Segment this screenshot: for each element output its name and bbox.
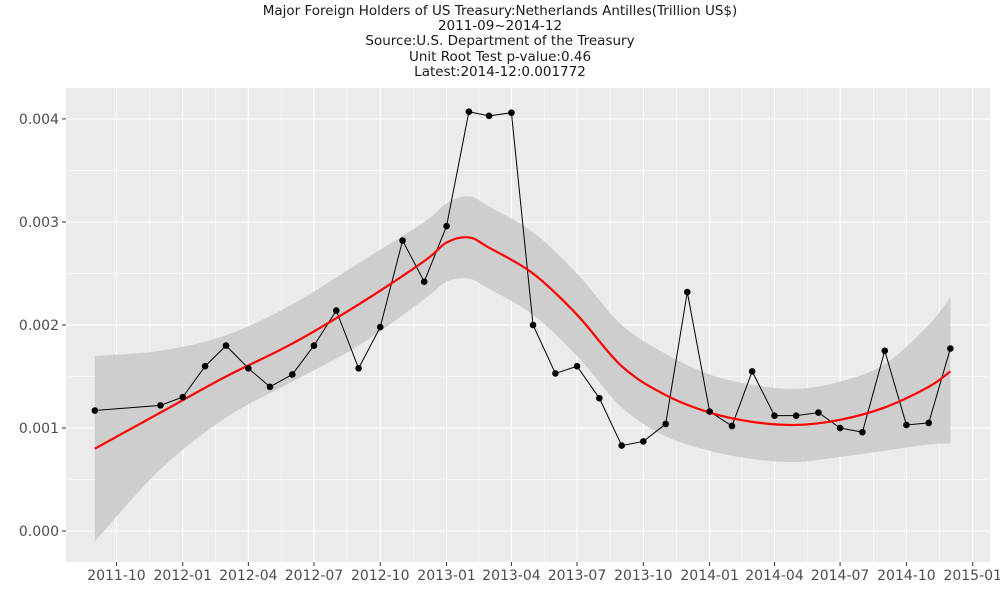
data-point (157, 402, 164, 409)
observed-line (94, 111, 951, 447)
data-point (640, 438, 647, 445)
chart-title-block: Major Foreign Holders of US Treasury:Net… (0, 3, 1000, 80)
data-point (245, 364, 252, 372)
data-point (573, 362, 581, 370)
data-point (465, 108, 473, 115)
x-tick-label: 2013-07 (548, 568, 607, 584)
x-tick-label: 2012-07 (285, 568, 344, 584)
smooth-trend-line (94, 236, 952, 450)
data-point (552, 370, 559, 377)
x-tick-label: 2012-10 (351, 568, 410, 584)
data-point (376, 323, 384, 331)
data-point (836, 424, 844, 432)
data-point (310, 342, 318, 349)
y-tick-label: 0.004 (19, 112, 59, 128)
data-point (596, 394, 603, 402)
data-point (618, 442, 625, 449)
y-tick-label: 0.002 (19, 318, 59, 334)
x-tick-label: 2014-01 (680, 568, 739, 584)
data-point (399, 237, 406, 244)
data-point (529, 321, 537, 329)
data-point (925, 419, 933, 427)
y-tick-label: 0.003 (19, 215, 59, 231)
data-point (792, 412, 800, 419)
x-tick-label: 2014-07 (811, 568, 870, 584)
data-point (222, 342, 230, 349)
data-point (815, 409, 822, 416)
confidence-band (94, 196, 951, 542)
y-tick-label: 0.001 (19, 421, 59, 437)
data-point (748, 368, 756, 375)
observed-points (91, 108, 954, 449)
y-tick-label: 0.000 (19, 524, 59, 540)
data-point (728, 422, 736, 430)
x-tick-label: 2012-01 (154, 568, 213, 584)
data-point (508, 109, 515, 117)
smooth-line (94, 236, 952, 450)
x-tick-label: 2013-04 (482, 568, 541, 584)
data-point (201, 362, 209, 370)
data-point (947, 345, 954, 352)
chart-title-line: Source:U.S. Department of the Treasury (365, 33, 635, 50)
data-point (266, 383, 274, 391)
data-point (289, 371, 296, 378)
data-point (332, 307, 340, 314)
y-axis: 0.000 0.001 0.002 0.003 0.004 (19, 112, 66, 540)
x-tick-label: 2014-10 (877, 568, 936, 584)
chart-title-line: Latest:2014-12:0.001772 (414, 63, 586, 80)
data-point (683, 288, 691, 296)
data-point (443, 222, 450, 230)
data-point (771, 412, 778, 419)
observed-series-line (94, 111, 951, 447)
x-tick-label: 2014-04 (745, 568, 804, 584)
data-point (179, 393, 187, 401)
x-tick-label: 2013-01 (417, 568, 476, 584)
chart-title-line: 2011-09~2014-12 (437, 18, 563, 35)
data-point (485, 112, 493, 120)
data-point (420, 278, 428, 286)
chart-title-line: Unit Root Test p-value:0.46 (408, 48, 592, 65)
data-point (859, 428, 866, 436)
chart-title-line: Major Foreign Holders of US Treasury:Net… (262, 3, 738, 19)
data-point (903, 421, 910, 429)
x-tick-label: 2011-10 (87, 568, 146, 584)
data-point (91, 407, 99, 414)
x-tick-label: 2012-04 (219, 568, 278, 584)
x-tick-label: 2015-01 (943, 568, 1000, 584)
x-axis: 2011-10 2012-01 2012-04 2012-07 2012-10 2013-… (87, 562, 1000, 584)
data-point (881, 347, 889, 355)
data-point (706, 408, 713, 415)
data-point (355, 364, 362, 372)
confidence-band-area (94, 196, 951, 542)
x-tick-label: 2013-10 (614, 568, 673, 584)
data-point (662, 420, 669, 428)
